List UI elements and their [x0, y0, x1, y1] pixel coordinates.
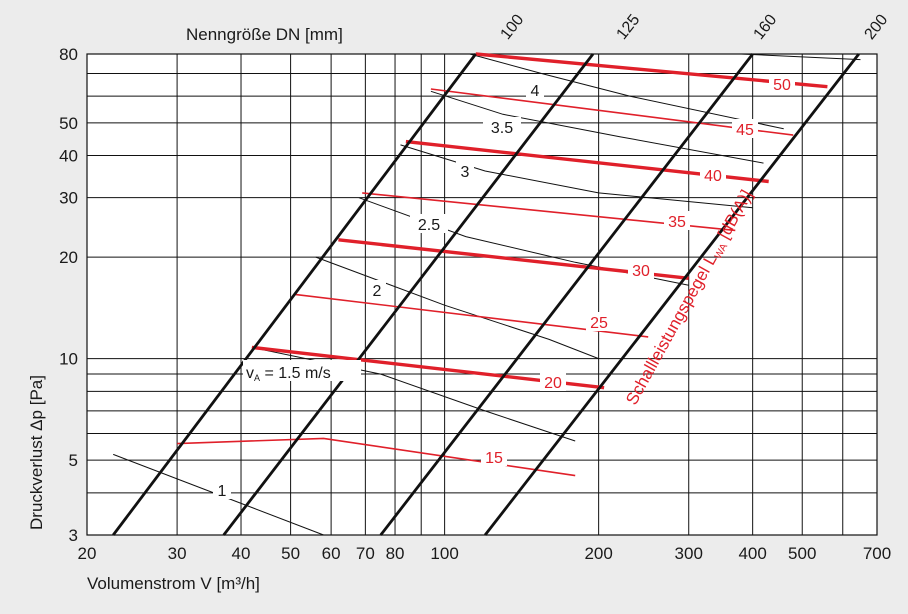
- velocity-label-main: vA = 1.5 m/s: [246, 365, 331, 383]
- x-tick-label: 300: [675, 544, 703, 563]
- label-background: [628, 260, 654, 279]
- label-background: [213, 480, 231, 499]
- x-tick-labels: 20 30 40 50 60 70 80 100 200 300 400 500 700: [78, 544, 892, 563]
- x-tick-label: 400: [738, 544, 766, 563]
- velocity-line: [741, 53, 861, 61]
- velocity-label: 2.5: [418, 217, 440, 234]
- noise-level-line: [475, 52, 828, 89]
- noise-level-label: 35: [668, 214, 686, 231]
- y-tick-label: 20: [59, 248, 78, 267]
- x-tick-label: 20: [78, 544, 97, 563]
- label-background: [769, 74, 795, 93]
- nominal-size-line: [112, 53, 477, 536]
- y-tick-label: 3: [69, 526, 78, 545]
- y-tick-label: 40: [59, 147, 78, 166]
- noise-level-label: 15: [485, 450, 503, 467]
- noise-level-label: 25: [590, 315, 608, 332]
- x-tick-label: 80: [386, 544, 405, 563]
- x-grid: [86, 54, 878, 535]
- label-background: [700, 165, 726, 184]
- noise-level-label: 45: [736, 122, 754, 139]
- velocity-line: [400, 144, 753, 209]
- velocity-label: 3.5: [491, 120, 513, 137]
- nominal-size-line: [483, 53, 860, 536]
- x-tick-label: 700: [863, 544, 891, 563]
- x-tick-label: 70: [356, 544, 375, 563]
- velocity-label: 2: [373, 283, 382, 300]
- label-background: [732, 119, 758, 138]
- y-tick-label: 50: [59, 114, 78, 133]
- velocity-line: [430, 90, 764, 164]
- nominal-size-line: [222, 53, 595, 536]
- label-background: [243, 360, 361, 381]
- velocity-label: 4: [531, 83, 540, 100]
- top-axis-title: Nenngröße DN [mm]: [186, 25, 343, 44]
- x-tick-label: 30: [168, 544, 187, 563]
- noise-level-label: 30: [632, 263, 650, 280]
- nominal-size-lines: [112, 53, 860, 536]
- velocity-label: 1: [218, 483, 227, 500]
- y-tick-labels: 3 5 10 20 30 40 50 80: [59, 45, 78, 545]
- label-background: [540, 372, 566, 391]
- y-tick-label: 10: [59, 350, 78, 369]
- label-background: [481, 447, 507, 466]
- x-tick-label: 40: [232, 544, 251, 563]
- velocity-label: 3: [461, 164, 470, 181]
- label-background: [410, 214, 448, 233]
- label-background: [368, 280, 386, 299]
- x-tick-label: 60: [322, 544, 341, 563]
- y-axis-title: Druckverlust Δp [Pa]: [27, 375, 46, 530]
- x-tick-label: 50: [281, 544, 300, 563]
- x-tick-label: 500: [788, 544, 816, 563]
- x-tick-label: 200: [584, 544, 612, 563]
- y-tick-label: 30: [59, 189, 78, 208]
- x-axis-title: Volumenstrom V [m³/h]: [87, 574, 260, 593]
- x-tick-label: 100: [430, 544, 458, 563]
- label-background: [456, 161, 474, 180]
- label-background: [586, 312, 612, 331]
- label-background: [664, 211, 690, 230]
- label-background: [526, 80, 544, 99]
- label-background: [483, 117, 521, 136]
- noise-level-label: 50: [773, 77, 791, 94]
- noise-level-label: 20: [544, 375, 562, 392]
- noise-level-label: 40: [704, 168, 722, 185]
- nominal-size-line: [379, 53, 754, 536]
- y-tick-label: 80: [59, 45, 78, 64]
- y-tick-label: 5: [69, 451, 78, 470]
